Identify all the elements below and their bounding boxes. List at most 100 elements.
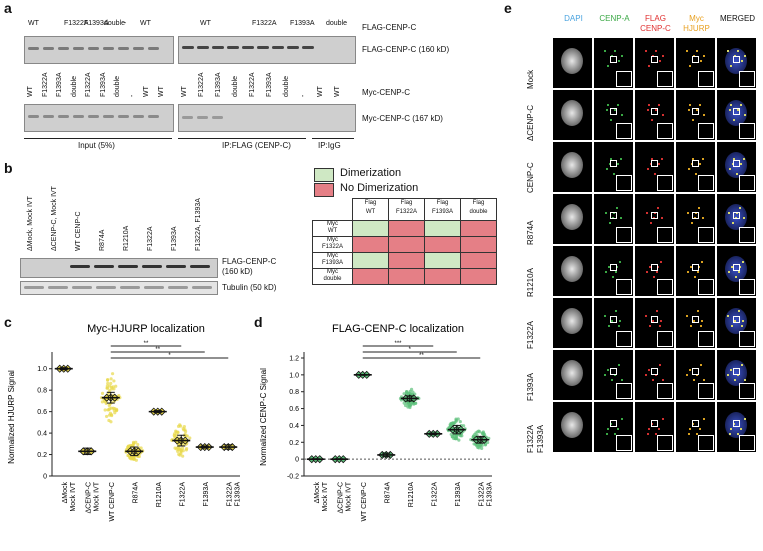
data-point (100, 391, 105, 395)
blot-a-myc-label: WT (334, 86, 341, 97)
data-point (184, 434, 188, 438)
blot-band (182, 46, 194, 49)
inset (657, 227, 673, 243)
inset (616, 331, 632, 347)
foci (608, 325, 610, 327)
micro-row-label: F1322A (526, 424, 535, 453)
nucleus (561, 204, 583, 230)
data-point (110, 372, 115, 376)
blot-a-myc-label: WT (317, 86, 324, 97)
blot-a-top-label: - (124, 20, 127, 27)
input-label: Input (5%) (78, 141, 115, 150)
inset (616, 279, 632, 295)
foci (647, 109, 649, 111)
x-tick-label: R1210A (408, 482, 415, 508)
micrograph-cell (635, 90, 674, 140)
foci (607, 428, 609, 430)
data-point (462, 424, 466, 428)
foci (657, 207, 659, 209)
micrograph-cell (635, 350, 674, 400)
foci (698, 207, 700, 209)
micrograph-cell (594, 246, 633, 296)
foci (729, 433, 731, 435)
blot-band (88, 47, 99, 50)
foci (689, 104, 691, 106)
data-point (178, 424, 183, 428)
blot-a-myc-label: - (128, 94, 136, 97)
nucleus (561, 308, 583, 334)
blot-band (96, 286, 116, 289)
blot-a-myc-input (24, 104, 174, 132)
inset (698, 279, 714, 295)
nucleus (561, 100, 583, 126)
foci (692, 423, 694, 425)
data-point (454, 437, 458, 441)
data-point (174, 447, 179, 451)
foci (698, 266, 700, 268)
foci (700, 60, 702, 62)
data-point (486, 440, 490, 445)
blot-a-top-label: WT (200, 20, 211, 27)
y-tick-label: 0.4 (289, 423, 299, 430)
blot-band (144, 286, 164, 289)
matrix-cell (424, 252, 461, 269)
foci (649, 266, 651, 268)
matrix-col-header: Flag F1322A (388, 198, 425, 221)
data-point (128, 455, 132, 459)
blot-band (287, 46, 299, 49)
inset (657, 331, 673, 347)
blot-a-top-label: F1322A (64, 20, 89, 27)
nucleus (561, 412, 583, 438)
roi-box (733, 160, 740, 167)
roi-box (610, 212, 617, 219)
micrograph-cell (594, 402, 633, 452)
roi-box (651, 108, 658, 115)
foci (662, 114, 664, 116)
data-point (413, 401, 417, 405)
micro-row-label: F1393A (526, 372, 535, 401)
foci (696, 109, 698, 111)
roi-box (733, 264, 740, 271)
foci (652, 320, 654, 322)
blot-band (190, 265, 210, 268)
roi-box (610, 316, 617, 323)
data-point (402, 401, 406, 405)
chart-title: Myc-HJURP localization (87, 323, 205, 335)
blot-a-top-label: F1322A (252, 20, 277, 27)
blot-a-myc-label: double (70, 75, 78, 97)
chart-d-cenpc: FLAG-CENP-C localization -0.2 0 0.2 0.4 0.6 0.… (259, 323, 493, 522)
x-tick-label: F1393A (455, 482, 462, 507)
roi-box (610, 420, 617, 427)
micrograph-cell (717, 142, 756, 192)
foci (737, 109, 739, 111)
inset (698, 71, 714, 87)
blot-a-myc-label: double (283, 75, 290, 97)
foci (727, 315, 729, 317)
data-point (450, 435, 455, 439)
micrograph-cell (594, 194, 633, 244)
legend-nodimer-swatch (314, 183, 334, 197)
micrograph-cell (635, 142, 674, 192)
foci (655, 50, 657, 52)
foci (647, 433, 649, 435)
data-point (108, 384, 112, 388)
data-point (114, 409, 118, 413)
blot-band (73, 115, 84, 118)
foci (695, 173, 697, 175)
x-tick-label: WT CENP-C (361, 482, 368, 522)
micrograph-cell (635, 246, 674, 296)
y-tick-label: 0.4 (37, 431, 47, 438)
roi-box (651, 420, 658, 427)
x-tick-label: F1393A (203, 482, 210, 507)
micrograph-cell (676, 350, 715, 400)
blot-a-myc-label: F1322A (41, 72, 49, 97)
foci (692, 119, 694, 121)
foci (614, 374, 616, 376)
micrograph-cell (594, 350, 633, 400)
roi-box (733, 108, 740, 115)
x-tick-label-2: F1393A (234, 482, 241, 507)
data-point (411, 390, 415, 394)
blot-band (227, 46, 239, 49)
foci (695, 212, 697, 214)
foci (691, 222, 693, 224)
